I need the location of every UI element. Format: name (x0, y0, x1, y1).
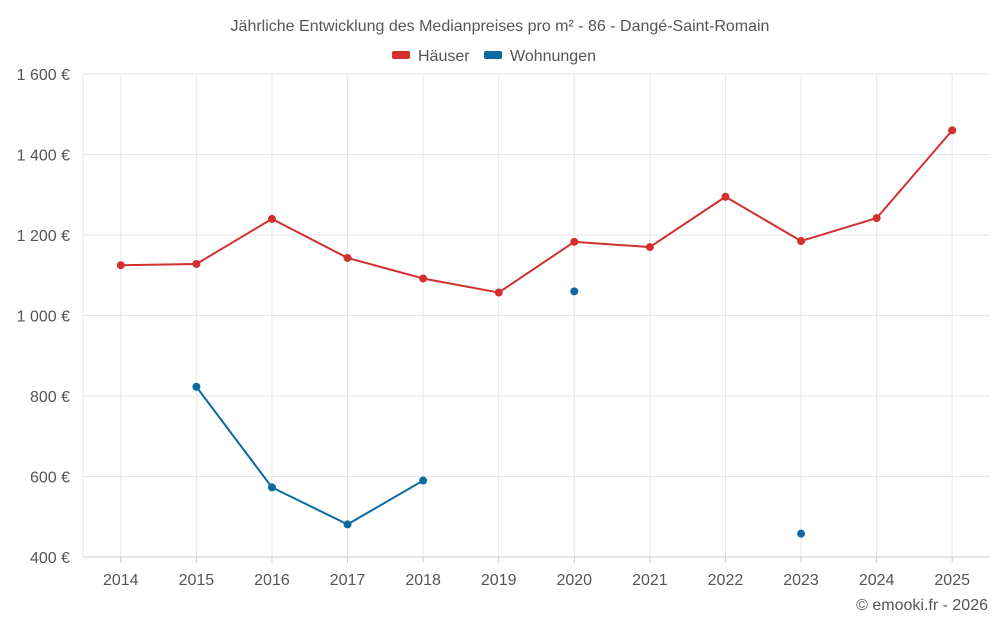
x-tick-label: 2021 (632, 572, 668, 589)
y-tick-label: 800 € (30, 389, 70, 406)
legend-item-wohnungen[interactable]: Wohnungen (484, 48, 596, 65)
data-point-haeuser[interactable] (116, 261, 125, 270)
series-line-wohnungen (195, 386, 424, 526)
y-tick-label: 1 000 € (17, 309, 70, 326)
legend-label-haeuser: Häuser (418, 48, 470, 65)
y-tick-label: 600 € (30, 470, 70, 487)
x-tick-label: 2017 (330, 572, 366, 589)
x-tick-label: 2016 (254, 572, 290, 589)
credit-text: © emooki.fr - 2026 (856, 597, 988, 614)
x-tick-label: 2015 (179, 572, 215, 589)
x-tick-label: 2014 (103, 572, 139, 589)
x-tick-label: 2023 (783, 572, 819, 589)
data-point-haeuser[interactable] (948, 126, 957, 135)
chart-title: Jährliche Entwicklung des Medianpreises … (231, 18, 770, 35)
data-point-haeuser[interactable] (797, 237, 806, 246)
data-point-wohnungen[interactable] (192, 382, 201, 391)
gridlines (82, 73, 990, 557)
legend-swatch-wohnungen (484, 51, 502, 59)
x-tick-label: 2022 (708, 572, 744, 589)
data-point-haeuser[interactable] (721, 192, 730, 201)
data-point-haeuser[interactable] (267, 214, 276, 223)
data-point-haeuser[interactable] (872, 214, 881, 223)
y-tick-label: 400 € (30, 550, 70, 567)
data-point-wohnungen[interactable] (797, 529, 806, 538)
legend-swatch-haeuser (392, 51, 410, 59)
legend: Häuser Wohnungen (392, 48, 596, 65)
data-point-wohnungen[interactable] (570, 287, 579, 296)
data-point-haeuser[interactable] (570, 237, 579, 246)
data-point-haeuser[interactable] (419, 274, 428, 283)
data-point-haeuser[interactable] (645, 243, 654, 252)
y-tick-label: 1 600 € (17, 67, 70, 84)
x-tick-label: 2025 (934, 572, 970, 589)
data-point-wohnungen[interactable] (343, 520, 352, 529)
series-line-haeuser (120, 129, 953, 294)
x-tick-label: 2019 (481, 572, 517, 589)
y-tick-label: 1 200 € (17, 228, 70, 245)
axes: 400 € 600 € 800 € 1 000 € 1 200 € 1 400 € 1 60… (17, 67, 990, 589)
x-tick-label: 2020 (556, 572, 592, 589)
data-point-haeuser[interactable] (343, 253, 352, 262)
data-point-wohnungen[interactable] (419, 476, 428, 485)
data-point-haeuser[interactable] (494, 288, 503, 297)
legend-item-haeuser[interactable]: Häuser (392, 48, 470, 65)
x-tick-label: 2024 (859, 572, 895, 589)
legend-label-wohnungen: Wohnungen (510, 48, 596, 65)
x-tick-label: 2018 (405, 572, 441, 589)
data-point-haeuser[interactable] (192, 259, 201, 268)
series (116, 126, 957, 538)
data-point-wohnungen[interactable] (267, 483, 276, 492)
y-tick-label: 1 400 € (17, 148, 70, 165)
